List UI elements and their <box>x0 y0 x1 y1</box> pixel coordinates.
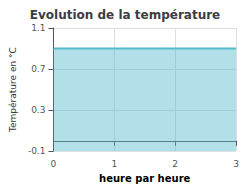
svg-text:heure par heure: heure par heure <box>99 173 190 184</box>
svg-text:-0.1: -0.1 <box>28 146 46 156</box>
svg-text:0.7: 0.7 <box>31 64 45 74</box>
svg-text:Température en °C: Température en °C <box>8 47 18 133</box>
svg-text:3: 3 <box>233 159 239 169</box>
svg-text:0: 0 <box>51 159 57 169</box>
svg-text:0.3: 0.3 <box>31 105 45 115</box>
svg-text:1.1: 1.1 <box>31 23 45 33</box>
svg-text:2: 2 <box>172 159 178 169</box>
svg-text:Evolution de la température: Evolution de la température <box>30 8 221 22</box>
svg-text:1: 1 <box>111 159 117 169</box>
